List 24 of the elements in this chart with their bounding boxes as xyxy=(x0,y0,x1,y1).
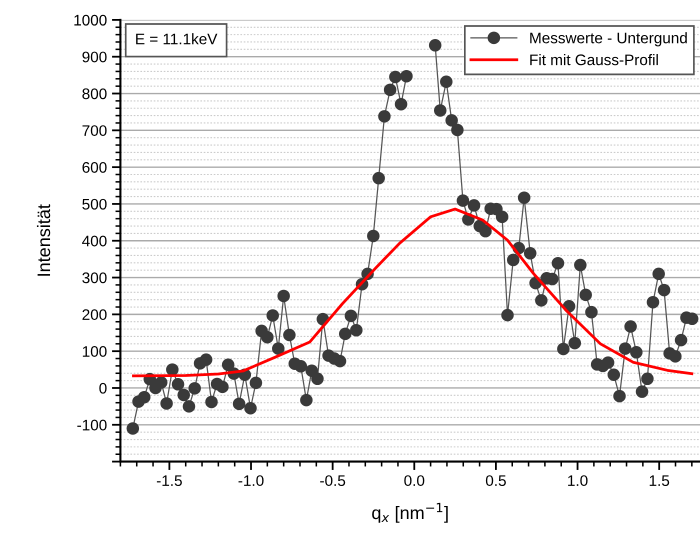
legend-label: Fit mit Gauss-Profil xyxy=(530,54,658,66)
y-tick-label: -100 xyxy=(77,420,107,430)
y-tick-label: 500 xyxy=(82,198,107,210)
y-tick-label: 300 xyxy=(82,272,107,284)
x-axis-title: q$_{x}$ [nm$^{−1}$] xyxy=(372,502,448,523)
y-tick-label: 1000 xyxy=(74,14,107,26)
x-tick-label: -0.5 xyxy=(320,475,346,486)
x-tick-label: 1.5 xyxy=(650,475,670,486)
annotation: E = 11.1keV xyxy=(136,33,218,44)
x-tick-label: -1.0 xyxy=(238,475,264,486)
y-tick-label: 600 xyxy=(82,162,107,173)
y-tick-label: 900 xyxy=(82,52,107,62)
y-tick-label: 700 xyxy=(82,125,107,136)
y-tick-label: 200 xyxy=(82,309,107,320)
x-tick-label: 1.0 xyxy=(568,475,588,486)
y-axis-title: Intensität xyxy=(36,204,50,276)
x-tick-label: 0.5 xyxy=(486,475,506,486)
y-tick-label: 0 xyxy=(99,382,107,394)
x-tick-label: -1.5 xyxy=(156,475,182,486)
legend-label: Messwerte - Untergund xyxy=(530,32,687,46)
y-tick-label: 400 xyxy=(82,236,107,246)
y-tick-label: 100 xyxy=(82,346,107,357)
x-tick-label: 0.0 xyxy=(404,475,424,486)
y-tick-label: 800 xyxy=(82,88,107,100)
